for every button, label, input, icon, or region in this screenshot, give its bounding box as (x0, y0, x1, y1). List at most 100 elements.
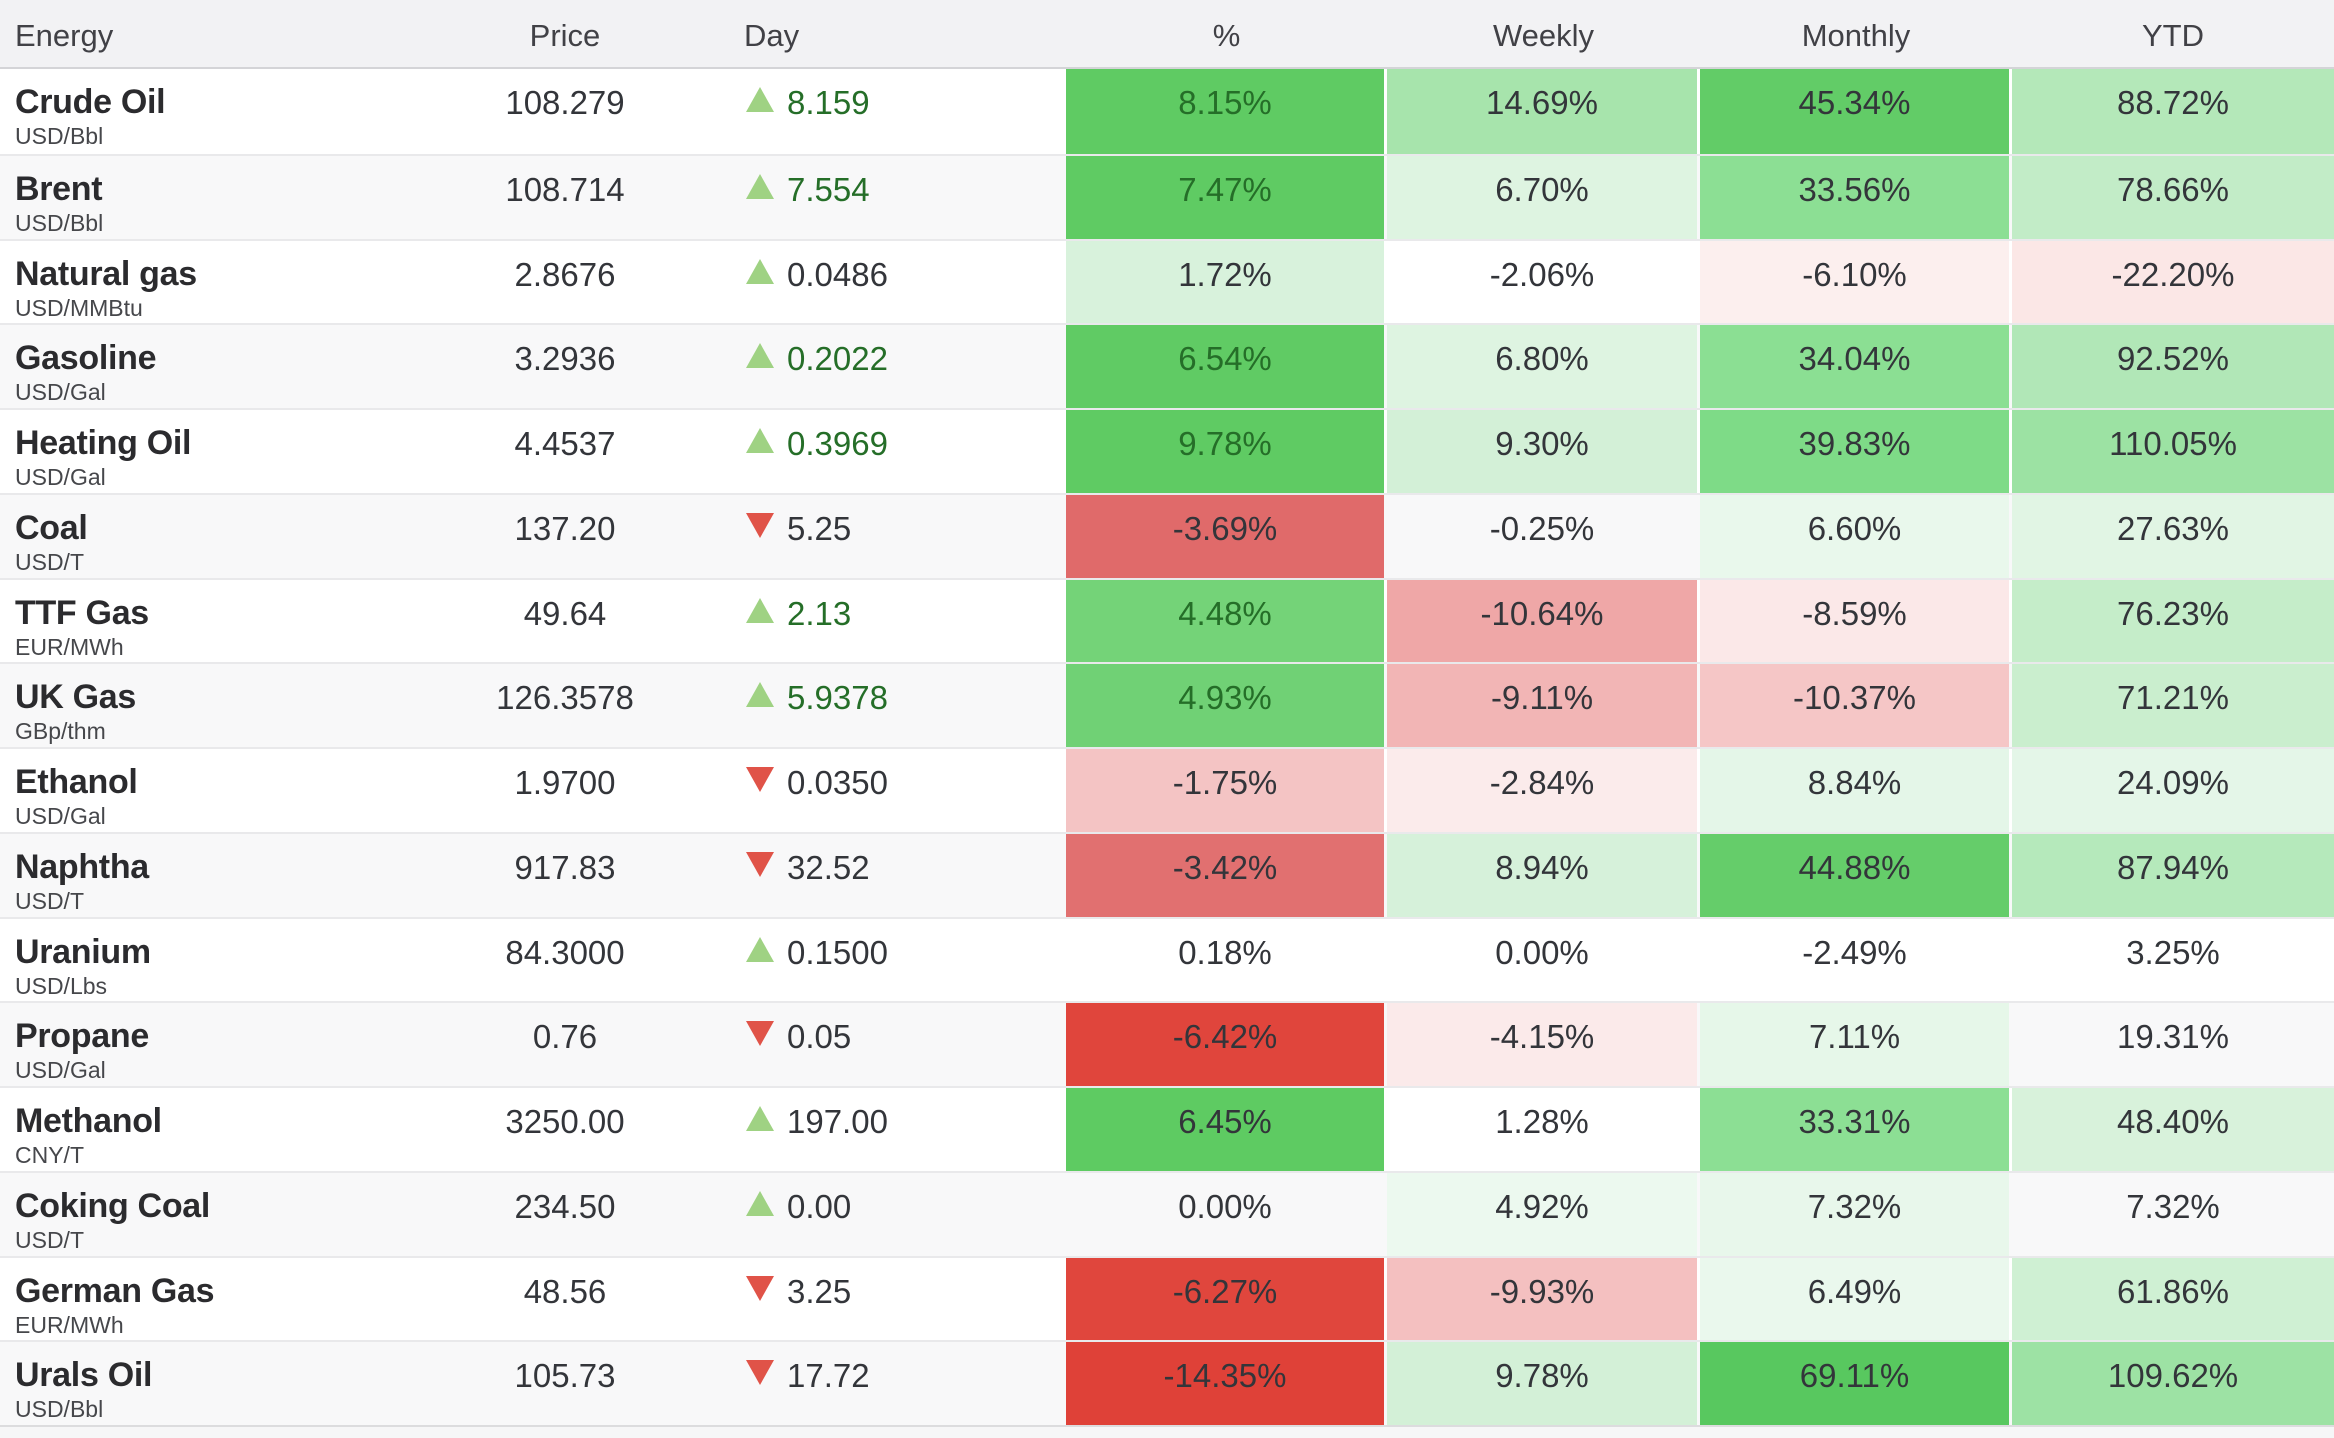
day-change: 0.0350 (690, 749, 1066, 832)
commodity-name[interactable]: Heating Oil (15, 424, 192, 462)
weekly-cell: 9.78% (1387, 1342, 1697, 1425)
energy-cell: Brent USD/Bbl (0, 156, 440, 239)
commodity-name[interactable]: Brent (15, 169, 103, 208)
commodity-name[interactable]: Uranium (15, 932, 151, 971)
triangle-down-icon (746, 512, 774, 538)
day-change: 32.52 (690, 834, 1066, 917)
day-change: 0.2022 (690, 325, 1066, 408)
monthly-cell: 34.04% (1700, 325, 2009, 408)
day-change: 0.05 (690, 1003, 1066, 1086)
monthly-cell: 39.83% (1700, 410, 2009, 493)
ytd-cell: 76.23% (2012, 579, 2334, 663)
day-change: 0.00 (690, 1173, 1066, 1256)
energy-cell: German Gas EUR/MWh (0, 1258, 440, 1341)
monthly-cell: 8.84% (1700, 749, 2009, 832)
commodity-name[interactable]: Gasoline (15, 339, 157, 378)
column-header-day: Day (744, 18, 800, 53)
price-value: 3250.00 (505, 1103, 625, 1140)
table-row: Methanol CNY/T 3250.00 197.00 6.45% 1.28… (0, 1086, 2334, 1171)
table-row: Naphtha USD/T 917.83 32.52 -3.42% 8.94% … (0, 831, 2334, 917)
price-value: 126.3578 (496, 679, 634, 717)
day-change: 3.25 (690, 1258, 1066, 1341)
commodity-name[interactable]: Coking Coal (15, 1186, 211, 1225)
day-change: 197.00 (690, 1088, 1066, 1171)
energy-cell: Crude Oil USD/Bbl (0, 69, 440, 154)
day-change-value: 3.25 (787, 1272, 852, 1310)
price-value: 4.4537 (514, 425, 616, 462)
commodity-unit: USD/Gal (15, 803, 106, 829)
pct-cell: 8.15% (1066, 69, 1384, 154)
ytd-cell: 3.25% (2126, 933, 2220, 971)
commodity-unit: USD/Bbl (15, 1396, 104, 1423)
commodity-name[interactable]: Crude Oil (15, 83, 166, 121)
ytd-cell: 19.31% (2117, 1018, 2229, 1056)
commodity-name[interactable]: Methanol (15, 1102, 162, 1140)
table-body: Crude Oil USD/Bbl 108.279 8.159 8.15% 14… (0, 69, 2334, 1425)
weekly-cell: -9.93% (1387, 1257, 1697, 1341)
energy-cell: Coal USD/T (0, 495, 440, 578)
commodity-name[interactable]: Naphtha (15, 847, 149, 886)
weekly-cell: 6.80% (1387, 325, 1697, 408)
commodity-name[interactable]: Coal (15, 508, 88, 547)
table-row: Brent USD/Bbl 108.714 7.554 7.47% 6.70% … (0, 153, 2334, 239)
price-value: 48.56 (523, 1272, 607, 1310)
commodity-name[interactable]: Natural gas (15, 254, 197, 293)
weekly-cell: -4.15% (1387, 1003, 1697, 1086)
table-row: Uranium USD/Lbs 84.3000 0.1500 0.18% 0.0… (0, 916, 2334, 1002)
commodity-unit: USD/Gal (15, 464, 106, 490)
pct-cell: -6.42% (1066, 1003, 1384, 1086)
triangle-up-icon (746, 597, 774, 623)
day-change: 5.9378 (690, 664, 1066, 747)
table-row: Ethanol USD/Gal 1.9700 0.0350 -1.75% -2.… (0, 747, 2334, 832)
pct-cell: -3.42% (1066, 833, 1384, 917)
day-change: 0.0486 (690, 241, 1066, 324)
price-value: 108.279 (505, 84, 625, 121)
column-header-energy: Energy (15, 18, 114, 53)
commodity-name[interactable]: UK Gas (15, 678, 137, 717)
day-change-value: 0.00 (787, 1187, 852, 1225)
table-row: UK Gas GBp/thm 126.3578 5.9378 4.93% -9.… (0, 662, 2334, 747)
weekly-cell: -0.25% (1489, 509, 1595, 547)
pct-cell: 6.45% (1066, 1088, 1384, 1171)
triangle-up-icon (746, 173, 774, 199)
table-row: Coking Coal USD/T 234.50 0.00 0.00% 4.92… (0, 1170, 2334, 1256)
pct-cell: -14.35% (1066, 1342, 1384, 1425)
weekly-cell: 1.28% (1495, 1103, 1589, 1140)
column-header-monthly: Monthly (1801, 18, 1911, 53)
ytd-cell: 61.86% (2012, 1257, 2334, 1341)
commodity-name[interactable]: German Gas (15, 1271, 215, 1310)
ytd-cell: 7.32% (2126, 1187, 2220, 1225)
energy-cell: Urals Oil USD/Bbl (0, 1342, 440, 1425)
column-header-percent: % (1212, 18, 1241, 53)
table-row: TTF Gas EUR/MWh 49.64 2.13 4.48% -10.64%… (0, 577, 2334, 663)
monthly-cell: 7.11% (1700, 1003, 2009, 1086)
commodity-name[interactable]: Propane (15, 1017, 149, 1056)
ytd-cell: 87.94% (2012, 833, 2334, 917)
price-value: 0.76 (532, 1018, 598, 1056)
pct-cell: 1.72% (1066, 240, 1384, 324)
commodity-unit: USD/Bbl (15, 123, 104, 149)
ytd-cell: 92.52% (2012, 325, 2334, 408)
triangle-up-icon (746, 936, 774, 962)
price-value: 234.50 (514, 1187, 616, 1225)
commodity-unit: USD/Gal (15, 1057, 106, 1084)
pct-cell: 0.18% (1178, 933, 1272, 971)
price-value: 84.3000 (505, 933, 625, 971)
triangle-up-icon (746, 87, 774, 112)
triangle-down-icon (746, 767, 774, 792)
commodity-name[interactable]: Ethanol (15, 763, 138, 801)
pct-cell: 4.48% (1066, 579, 1384, 663)
commodity-name[interactable]: TTF Gas (15, 593, 149, 632)
price-value: 137.20 (514, 509, 616, 547)
monthly-cell: 33.31% (1700, 1088, 2009, 1171)
day-change-value: 8.159 (787, 84, 870, 121)
day-change-value: 0.3969 (787, 425, 888, 462)
pct-cell: 9.78% (1066, 410, 1384, 493)
triangle-up-icon (746, 1106, 774, 1131)
weekly-cell: -10.64% (1387, 579, 1697, 663)
energy-cell: Uranium USD/Lbs (0, 919, 440, 1002)
column-header-weekly: Weekly (1492, 18, 1595, 53)
energy-cell: Methanol CNY/T (0, 1088, 440, 1171)
commodity-name[interactable]: Urals Oil (15, 1356, 153, 1395)
weekly-cell: 8.94% (1387, 833, 1697, 917)
